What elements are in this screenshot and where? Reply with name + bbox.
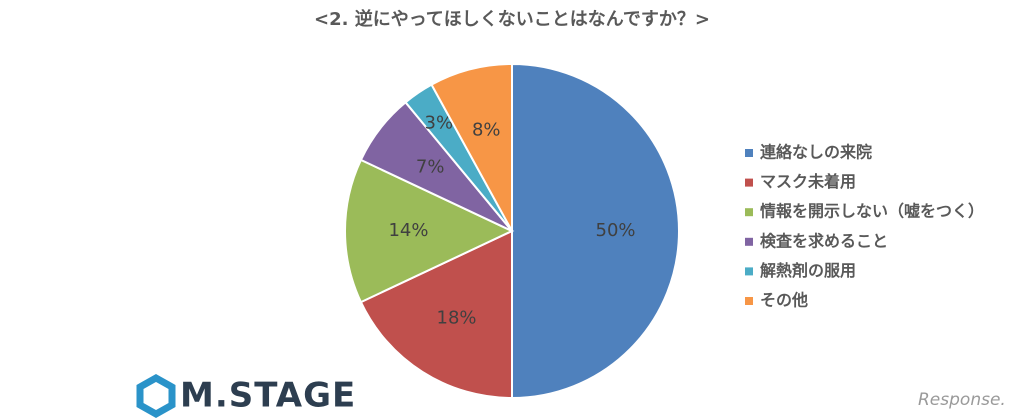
legend-label: 情報を開示しない（嘘をつく） xyxy=(760,202,984,221)
value-label: 14% xyxy=(388,220,428,241)
brand-logo: M.STAGE Response. xyxy=(136,373,1006,419)
legend-swatch xyxy=(745,208,753,217)
legend-swatch xyxy=(745,237,753,246)
value-label: 8% xyxy=(472,120,501,141)
legend-swatch xyxy=(745,149,753,157)
pie-slice xyxy=(359,229,513,400)
logo-icon xyxy=(136,373,176,419)
brand-text: M.STAGE xyxy=(180,376,356,416)
value-label: 18% xyxy=(437,307,477,328)
value-label: 3% xyxy=(425,112,454,133)
brand-text: Response. xyxy=(918,390,1006,410)
legend-swatch xyxy=(745,267,753,276)
chart-title: <2. 逆にやってほしくないことはなんですか？> xyxy=(314,8,710,30)
legend-label: その他 xyxy=(760,291,808,310)
legend-label: 検査を求めること xyxy=(760,231,888,250)
legend-label: 連絡なしの来院 xyxy=(760,143,872,162)
pie-slice xyxy=(344,158,515,304)
pie-slice xyxy=(430,62,513,232)
legend-swatch xyxy=(745,178,753,187)
legend-swatch xyxy=(745,297,753,305)
value-label: 7% xyxy=(416,157,445,178)
legend-label: 解熱剤の服用 xyxy=(760,261,856,280)
pie-slice xyxy=(511,62,680,400)
value-label: 50% xyxy=(596,220,636,241)
legend-label: マスク未着用 xyxy=(760,172,856,191)
